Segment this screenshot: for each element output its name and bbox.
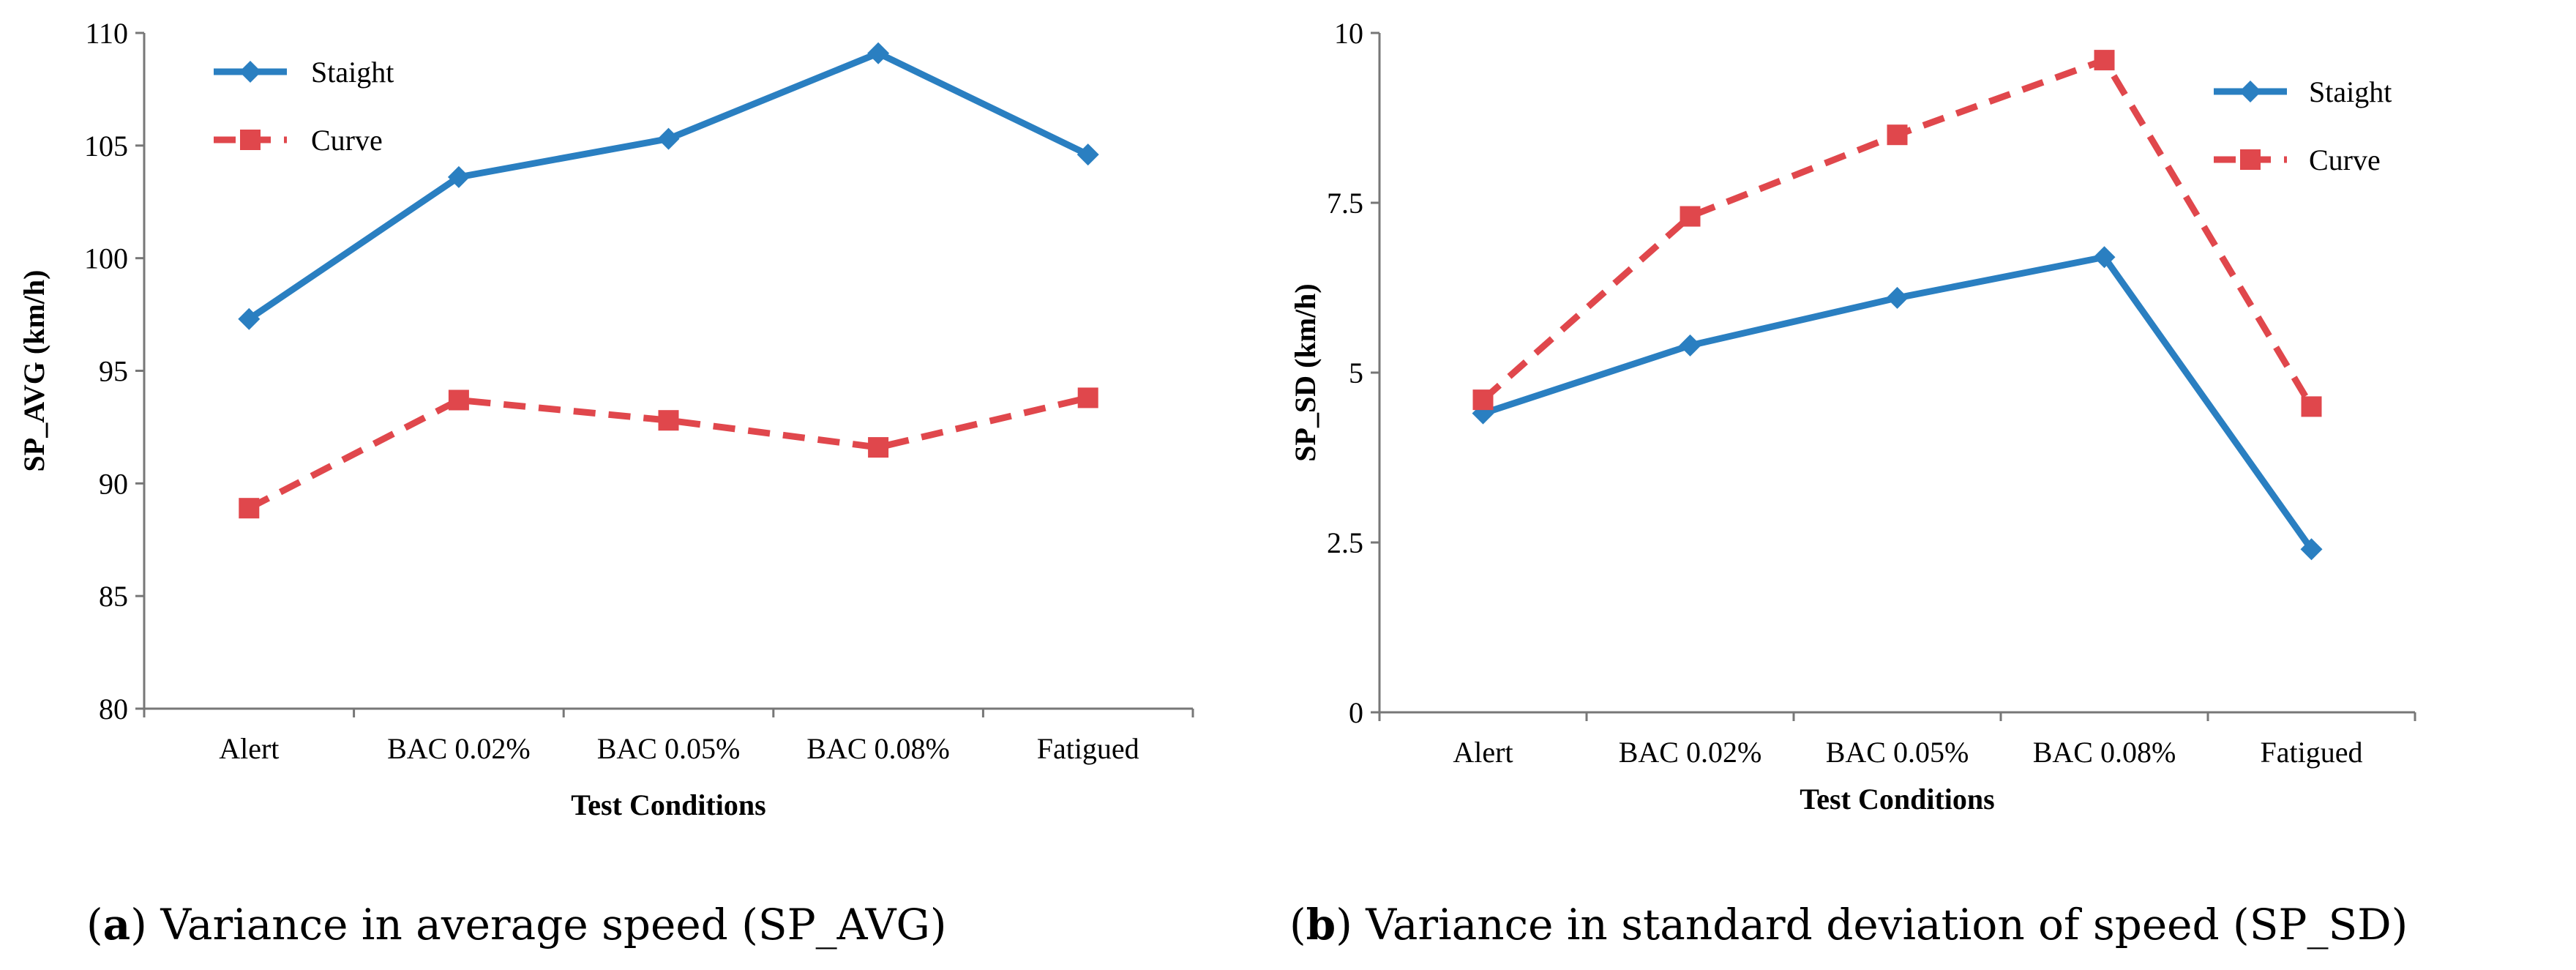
chart-a-y-tick-label: 80 <box>99 693 128 725</box>
chart-a-series-staight-point <box>238 307 261 330</box>
chart-a-y-tick-label: 100 <box>84 242 128 275</box>
chart-b-y-tick-label: 0 <box>1349 696 1363 729</box>
chart-a-x-tick-label: Alert <box>219 732 279 765</box>
chart-a-legend-curve-label: Curve <box>311 124 383 157</box>
chart-b-y-tick-label: 2.5 <box>1327 526 1363 559</box>
caption-a: (a) Variance in average speed (SP_AVG) <box>86 900 946 950</box>
chart-a-x-axis-title: Test Conditions <box>571 788 765 821</box>
chart-b-series-staight-point <box>1679 334 1701 357</box>
chart-a-y-axis-title: SP_AVG (km/h) <box>18 270 50 472</box>
chart-b-x-tick-label: BAC 0.02% <box>1619 736 1762 769</box>
chart-b-y-tick-label: 5 <box>1349 357 1363 389</box>
caption-a-letter: a <box>103 900 131 950</box>
chart-a-x-tick-label: BAC 0.02% <box>387 732 531 765</box>
chart-b-x-tick-label: BAC 0.08% <box>2033 736 2176 769</box>
chart-a-legend-curve-marker <box>240 130 261 150</box>
chart-a-x-tick-label: BAC 0.05% <box>597 732 741 765</box>
chart-a-series-staight-point <box>867 42 890 64</box>
chart-b-legend-curve-label: Curve <box>2309 143 2381 176</box>
chart-b-series-staight-point <box>2300 538 2323 561</box>
chart-a-y-tick-label: 95 <box>99 355 128 388</box>
caption-b-text: Variance in standard deviation of speed … <box>1365 900 2408 950</box>
caption-a-text: Variance in average speed (SP_AVG) <box>160 900 946 950</box>
chart-b-x-tick-label: BAC 0.05% <box>1826 736 1969 769</box>
caption-b: (b) Variance in standard deviation of sp… <box>1289 900 2408 950</box>
chart-a-legend-staight-label: Staight <box>311 56 394 89</box>
chart-a-series-curve-point <box>868 437 889 458</box>
chart-b-y-tick-label: 10 <box>1334 17 1363 50</box>
chart-a-series-curve-point <box>658 410 679 431</box>
chart-b-series-curve-point <box>1887 124 1908 146</box>
chart-a-series-curve-point <box>1077 387 1098 408</box>
chart-b-y-tick-label: 7.5 <box>1327 187 1363 220</box>
chart-a-series-staight-point <box>1077 143 1099 166</box>
chart-b-x-tick-label: Alert <box>1453 736 1513 769</box>
chart-b-series-curve-point <box>1680 206 1701 227</box>
chart-b-series-curve-point <box>2094 50 2115 71</box>
chart-a-series-staight-point <box>447 165 470 188</box>
chart-a-series-curve-point <box>448 389 469 411</box>
chart-a-series-staight-point <box>657 127 680 150</box>
caption-b-letter: b <box>1306 900 1336 950</box>
chart-b-x-tick-label: Fatigued <box>2261 736 2363 769</box>
chart-a-series-curve-point <box>239 498 260 519</box>
panel-b-speed-sd-chart: 0 2.5 5 7.5 10 Alert BAC 0.02% BAC 0.05% BAC 0.0… <box>1289 17 2416 816</box>
panel-a-speed-average-chart: 80 85 90 95 100 105 110 Alert BAC 0.02% BAC 0.05%… <box>18 17 1194 821</box>
chart-b-series-staight-point <box>1886 286 1909 309</box>
chart-a-y-tick-label: 90 <box>99 467 128 500</box>
chart-b-series-curve-point <box>1472 389 1494 411</box>
chart-a-y-tick-label: 110 <box>85 17 128 50</box>
chart-a-x-tick-label: BAC 0.08% <box>806 732 950 765</box>
chart-a-y-tick-label: 105 <box>84 130 128 163</box>
chart-b-series-staight-point <box>2093 246 2116 269</box>
chart-b-legend-staight-marker <box>2239 81 2261 102</box>
chart-b-legend-staight-label: Staight <box>2309 75 2392 108</box>
chart-a-legend-staight-marker <box>239 61 261 83</box>
chart-a-y-tick-label: 85 <box>99 580 128 613</box>
chart-b-y-axis-title: SP_SD (km/h) <box>1289 283 1322 461</box>
chart-a-series-staight-line <box>247 50 1090 322</box>
chart-b-series-curve-point <box>2301 396 2322 417</box>
chart-b-legend-curve-marker <box>2240 149 2261 170</box>
chart-b-x-axis-title: Test Conditions <box>1800 783 1994 816</box>
chart-a-x-tick-label: Fatigued <box>1037 732 1139 765</box>
chart-b-series-curve-line <box>1480 56 2315 408</box>
chart-a-series-curve-line <box>247 395 1089 512</box>
